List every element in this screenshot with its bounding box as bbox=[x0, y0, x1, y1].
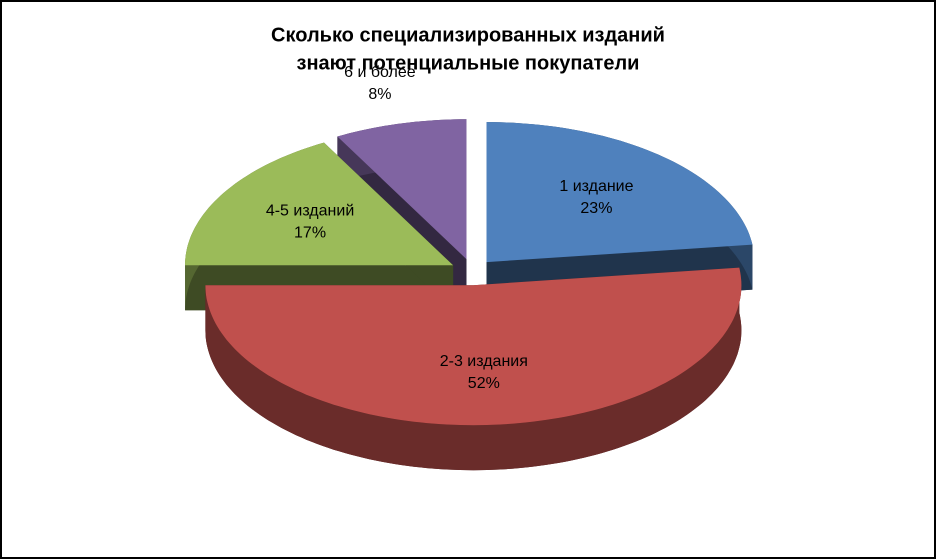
slice-label: 6 и более bbox=[344, 64, 416, 81]
slice bbox=[337, 119, 467, 260]
slice-value-label: 23% bbox=[580, 200, 612, 217]
slice-label: 1 издание bbox=[559, 178, 633, 195]
slice-label: 2-3 издания bbox=[440, 353, 528, 370]
slice-side bbox=[205, 267, 742, 471]
slice-value-label: 8% bbox=[368, 86, 391, 103]
slice bbox=[205, 267, 742, 471]
slice bbox=[486, 122, 753, 263]
slice bbox=[205, 267, 742, 426]
slice bbox=[185, 142, 454, 266]
slice-label: 4-5 изданий bbox=[266, 202, 354, 219]
slice-value-label: 52% bbox=[468, 375, 500, 392]
chart-title: Сколько специализированных изданий bbox=[271, 24, 665, 46]
slice-value-label: 17% bbox=[294, 224, 326, 241]
chart-title: знают потенциальные покупатели bbox=[297, 52, 640, 74]
